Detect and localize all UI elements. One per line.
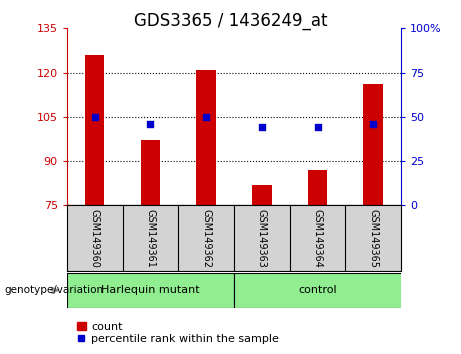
Bar bbox=[252, 185, 272, 205]
Text: GSM149365: GSM149365 bbox=[368, 209, 378, 268]
Bar bbox=[196, 70, 216, 205]
Text: GSM149363: GSM149363 bbox=[257, 209, 267, 268]
Point bbox=[314, 125, 321, 130]
Bar bbox=[67, 273, 234, 308]
Text: genotype/variation: genotype/variation bbox=[5, 285, 104, 295]
Bar bbox=[234, 273, 429, 308]
Bar bbox=[85, 55, 105, 205]
Point bbox=[147, 121, 154, 127]
Legend: count, percentile rank within the sample: count, percentile rank within the sample bbox=[72, 317, 284, 348]
Point bbox=[258, 125, 266, 130]
Point bbox=[91, 114, 98, 120]
Text: control: control bbox=[298, 285, 337, 295]
Text: GDS3365 / 1436249_at: GDS3365 / 1436249_at bbox=[134, 12, 327, 30]
Text: GSM149362: GSM149362 bbox=[201, 209, 211, 268]
Text: GSM149364: GSM149364 bbox=[313, 209, 323, 268]
Text: GSM149360: GSM149360 bbox=[90, 209, 100, 268]
Bar bbox=[363, 84, 383, 205]
Point bbox=[202, 114, 210, 120]
Bar bbox=[141, 141, 160, 205]
Text: Harlequin mutant: Harlequin mutant bbox=[101, 285, 200, 295]
Text: GSM149361: GSM149361 bbox=[145, 209, 155, 268]
Point bbox=[370, 121, 377, 127]
Bar bbox=[308, 170, 327, 205]
